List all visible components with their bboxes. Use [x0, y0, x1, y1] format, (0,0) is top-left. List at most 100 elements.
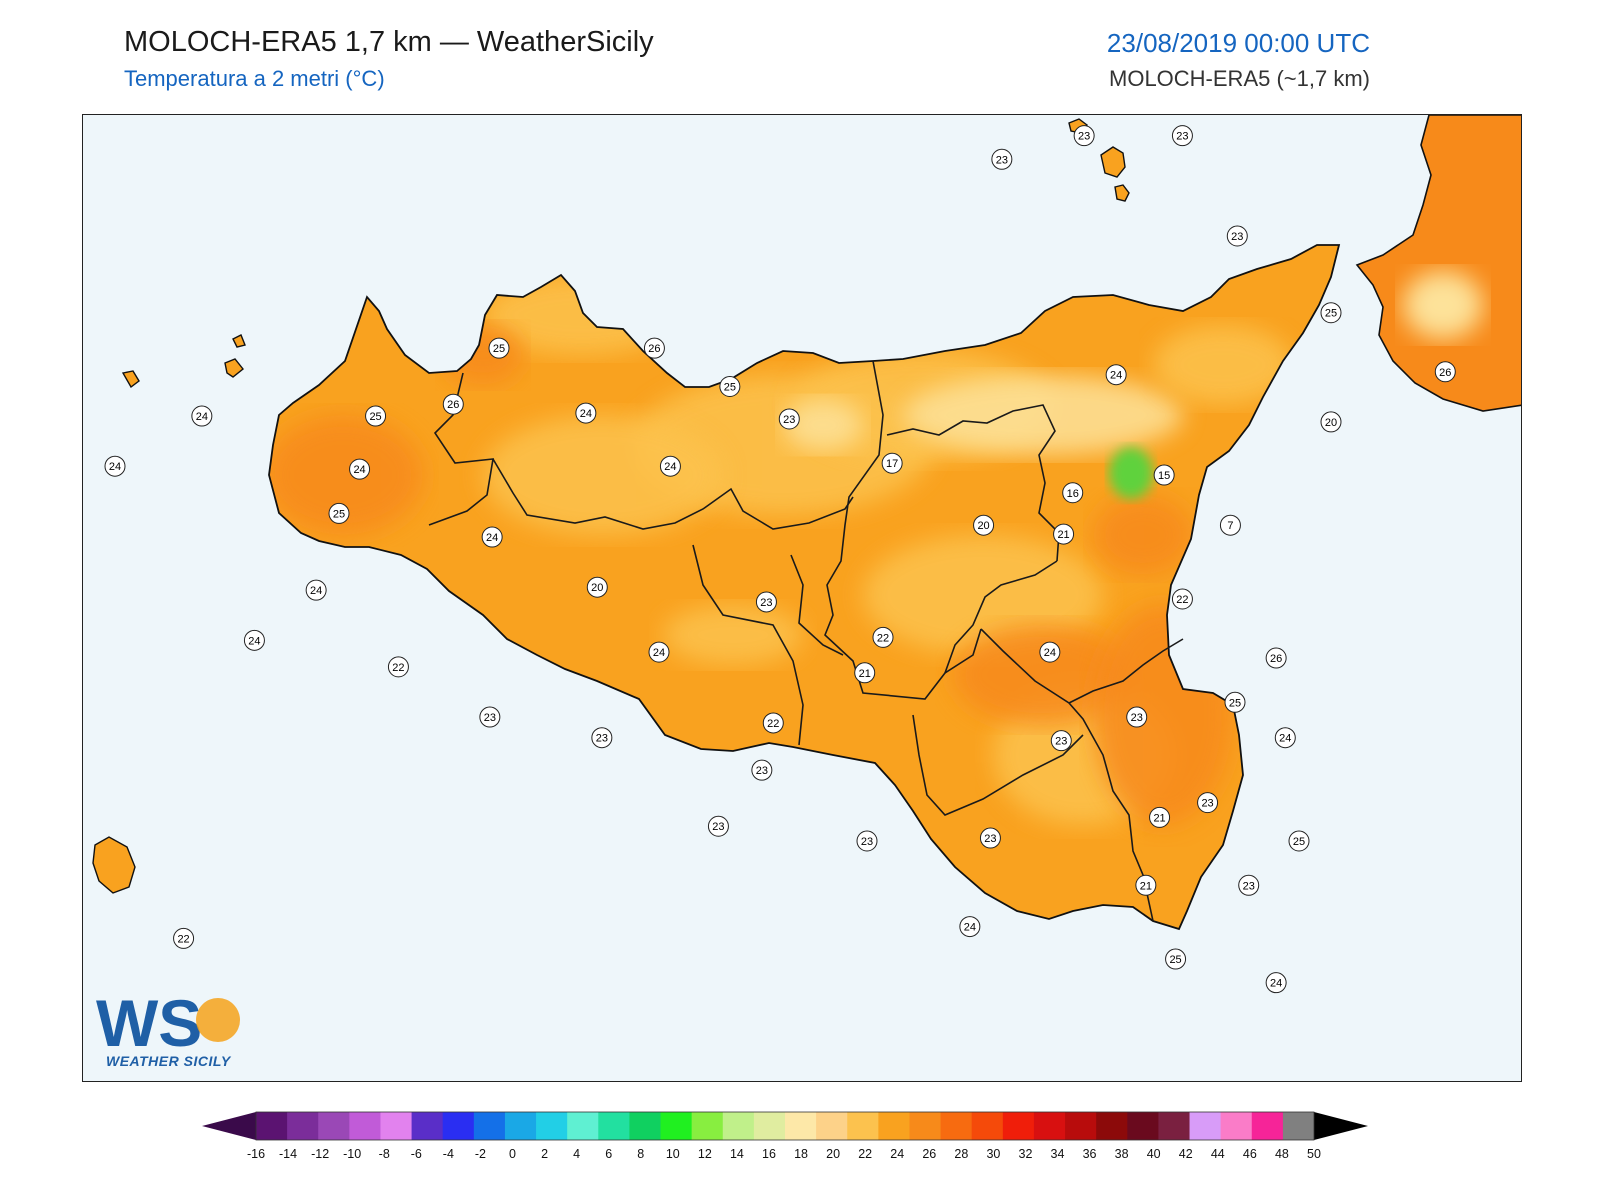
temperature-zone — [783, 399, 863, 451]
station-value: 23 — [1055, 736, 1067, 748]
station-circle — [586, 576, 608, 598]
station-circle — [575, 402, 597, 424]
station-marker: 25 — [1165, 948, 1187, 970]
colorbar-swatch — [1127, 1112, 1159, 1140]
station-marker: 23 — [479, 706, 501, 728]
station-marker: 25 — [1224, 691, 1246, 713]
station-circle — [1153, 464, 1175, 486]
colorbar-swatch — [411, 1112, 444, 1140]
colorbar-swatch — [504, 1112, 537, 1140]
colorbar-swatch — [660, 1112, 693, 1140]
colorbar-tick: 36 — [1083, 1147, 1097, 1161]
colorbar-swatch — [722, 1112, 755, 1140]
station-marker: 25 — [488, 337, 510, 359]
station-value: 20 — [977, 520, 989, 532]
station-value: 26 — [1270, 653, 1282, 665]
station-marker: 23 — [1126, 706, 1148, 728]
calabria-land — [1355, 115, 1521, 412]
colorbar-outline — [255, 1111, 1315, 1141]
station-marker: 26 — [442, 393, 464, 415]
station-circle — [856, 830, 878, 852]
colorbar-tick: 26 — [922, 1147, 936, 1161]
colorbar-tick-labels: -16 -14 -12 -10 -8 -6 -4 -2 0 2 4 6 8 10 12 14 16 18 20 22 2… — [247, 1147, 1321, 1161]
station-marker: 23 — [979, 827, 1001, 849]
pantelleria-island — [92, 836, 136, 894]
station-marker: 21 — [854, 662, 876, 684]
station-value: 26 — [447, 399, 459, 411]
colorbar-tick: 32 — [1019, 1147, 1033, 1161]
station-value: 25 — [1293, 836, 1305, 848]
station-marker: 23 — [591, 727, 613, 749]
map-canvas: 23 23 23 23 25 26 24 20 15 16 7 24 24 25 26 26 25 25 24 24 2… — [83, 115, 1521, 1081]
station-marker: 23 — [707, 815, 729, 837]
logo-letters: WS — [96, 986, 202, 1060]
province-border — [980, 628, 1154, 922]
colorbar-swatch — [349, 1112, 381, 1140]
province-border — [1068, 638, 1184, 704]
station-marker: 23 — [1197, 792, 1219, 814]
station-circle — [1135, 874, 1157, 896]
station-circle — [1062, 482, 1084, 504]
colorbar-tick: 28 — [954, 1147, 968, 1161]
station-marker: 23 — [991, 148, 1013, 170]
colorbar-tick: -4 — [443, 1147, 454, 1161]
station-circle — [1197, 792, 1219, 814]
station-value: 25 — [369, 411, 381, 423]
station-value: 23 — [596, 733, 608, 745]
station-circle — [648, 641, 670, 663]
station-marker: 20 — [1320, 411, 1342, 433]
station-value: 23 — [712, 821, 724, 833]
station-value: 23 — [756, 765, 768, 777]
station-marker: 23 — [778, 408, 800, 430]
station-marker: 23 — [1171, 125, 1193, 147]
aeolian-island-vulcano — [1114, 184, 1130, 202]
station-circle — [959, 916, 981, 938]
station-value: 7 — [1227, 520, 1233, 532]
temperature-zone — [269, 415, 423, 535]
province-border — [824, 360, 982, 700]
colorbar-tick: 42 — [1179, 1147, 1193, 1161]
colorbar-swatch — [1096, 1112, 1128, 1140]
colorbar-swatch — [691, 1112, 724, 1140]
station-circle — [1171, 125, 1193, 147]
station-value: 24 — [1110, 370, 1122, 382]
station-marker: 26 — [1265, 647, 1287, 669]
station-circle — [328, 502, 350, 524]
model-label: MOLOCH-ERA5 (~1,7 km) — [1109, 66, 1370, 91]
station-circle — [979, 827, 1001, 849]
station-marker: 23 — [856, 830, 878, 852]
station-value: 24 — [664, 461, 676, 473]
station-value: 21 — [1140, 880, 1152, 892]
colorbar-swatch — [1220, 1112, 1253, 1140]
station-value: 23 — [984, 833, 996, 845]
station-circle — [1265, 647, 1287, 669]
colorbar-tick: 50 — [1307, 1147, 1321, 1161]
station-marker: 25 — [719, 376, 741, 398]
logo-text: WEATHER SICILY — [106, 1053, 231, 1069]
station-marker: 21 — [1149, 806, 1171, 828]
station-marker: 23 — [1073, 125, 1095, 147]
station-marker: 24 — [191, 405, 213, 427]
station-circle — [1320, 411, 1342, 433]
station-value: 24 — [1279, 733, 1291, 745]
station-circle — [973, 514, 995, 536]
station-value: 22 — [1176, 594, 1188, 606]
calabria-highland — [1403, 271, 1483, 339]
station-circle — [1274, 727, 1296, 749]
station-value: 24 — [109, 461, 121, 473]
station-markers: 23 23 23 23 25 26 24 20 15 16 7 24 24 25 26 26 25 25 24 24 2… — [104, 125, 1456, 994]
station-circle — [104, 455, 126, 477]
station-marker: 24 — [575, 402, 597, 424]
colorbar-tick: 2 — [541, 1147, 548, 1161]
colorbar-tick: 18 — [794, 1147, 808, 1161]
colorbar-tick: 16 — [762, 1147, 776, 1161]
station-circle — [751, 759, 773, 781]
station-value: 21 — [859, 668, 871, 680]
station-circle — [881, 452, 903, 474]
station-value: 20 — [591, 582, 603, 594]
station-circle — [854, 662, 876, 684]
colorbar-swatch — [536, 1112, 568, 1140]
station-marker: 24 — [305, 579, 327, 601]
station-value: 21 — [1057, 529, 1069, 541]
station-marker: 20 — [586, 576, 608, 598]
